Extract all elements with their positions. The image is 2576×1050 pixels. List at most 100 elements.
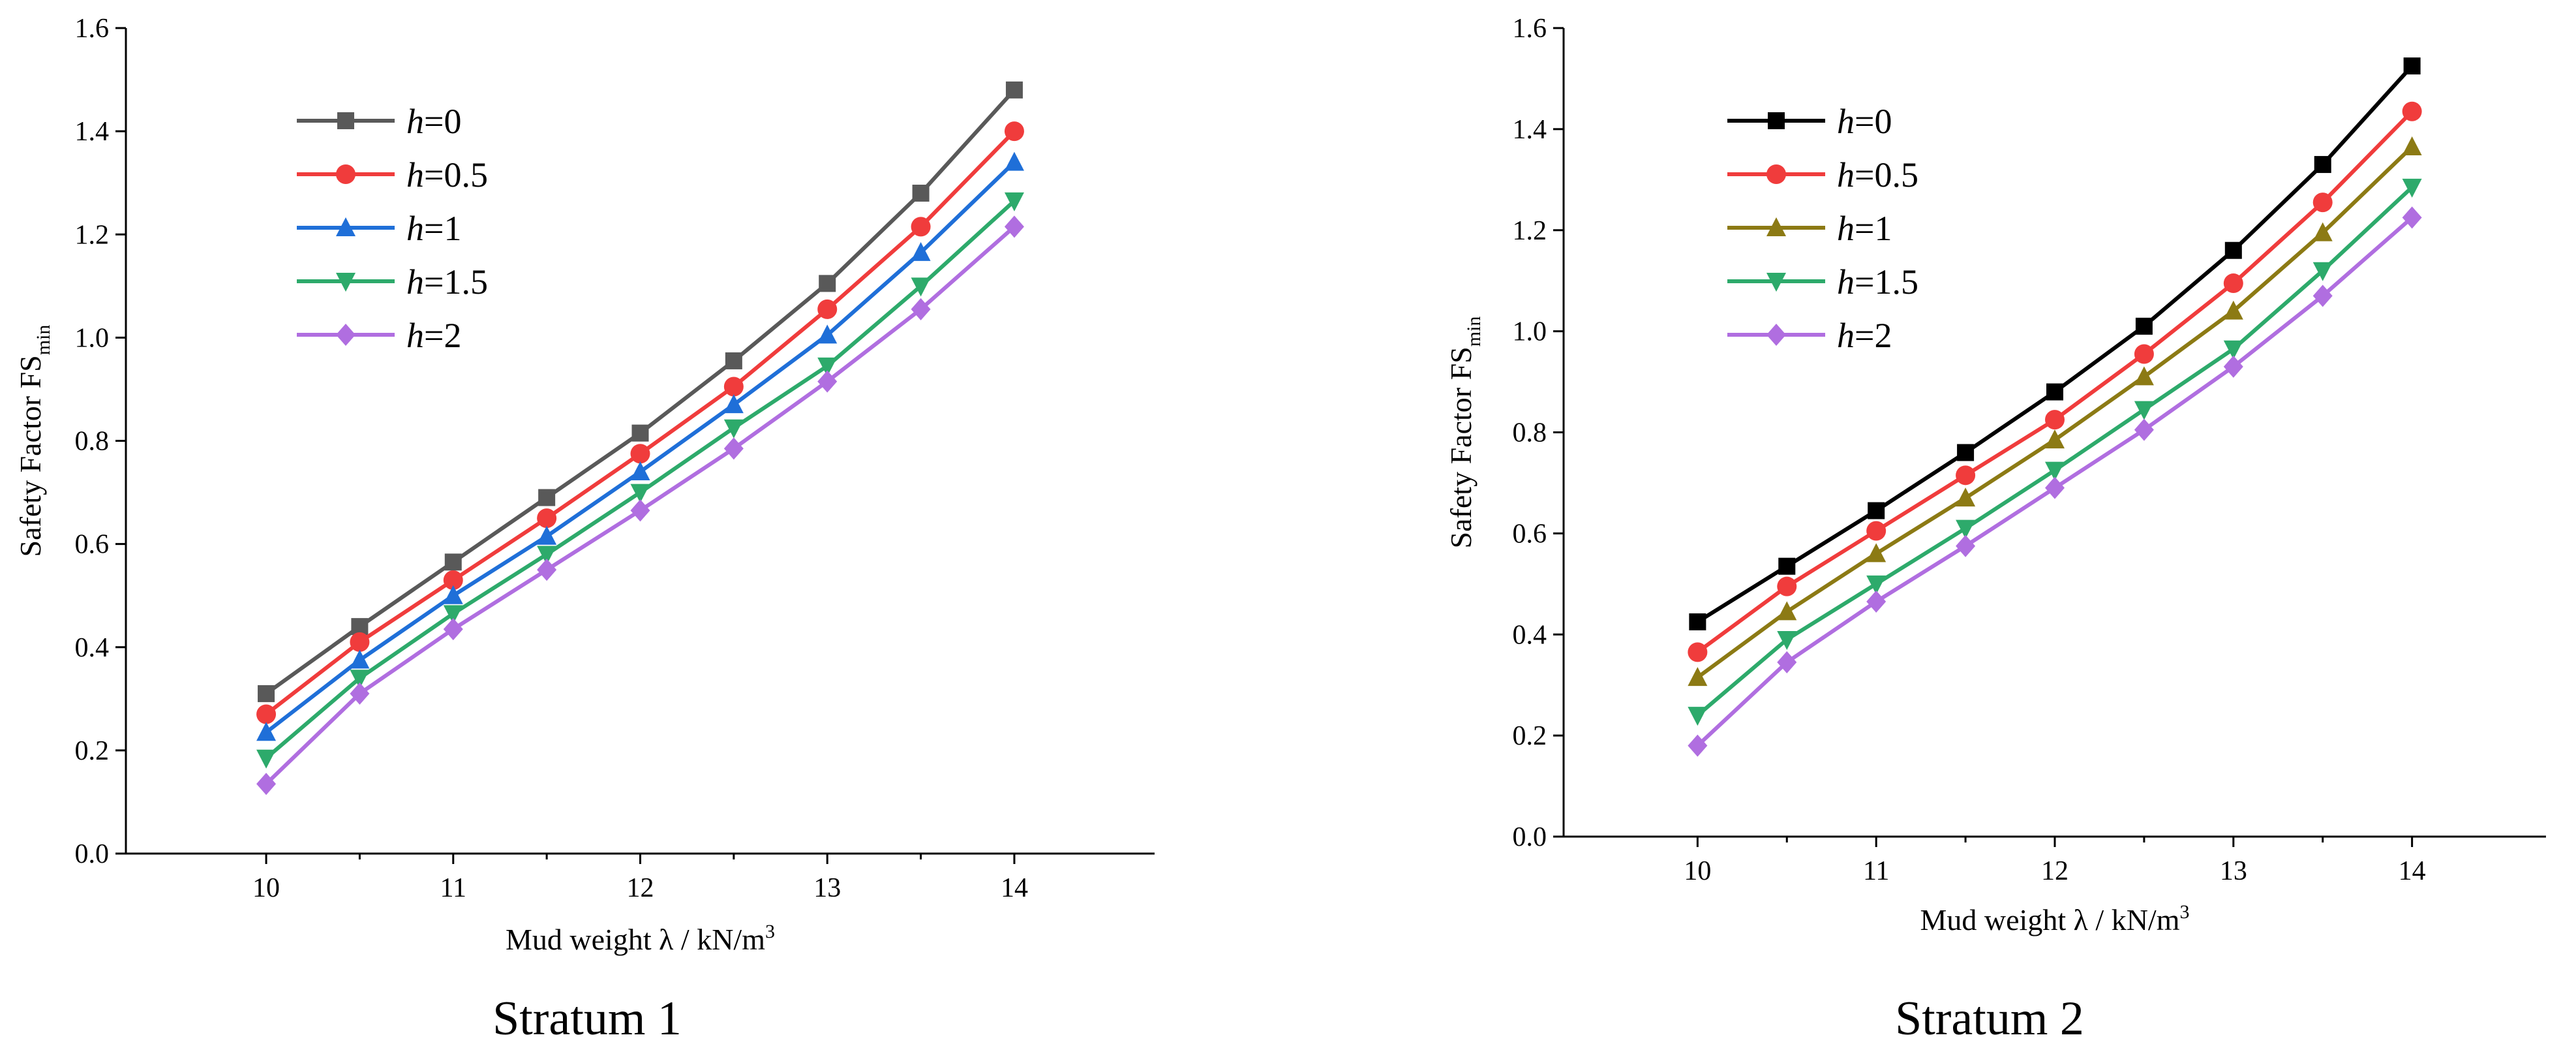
y-tick-label: 1.2	[75, 220, 110, 250]
data-point	[1777, 651, 1797, 673]
x-axis-title-superscript: 3	[2179, 901, 2189, 923]
data-point	[817, 370, 838, 393]
data-point	[350, 632, 370, 652]
data-point	[1777, 630, 1797, 650]
legend-marker	[336, 324, 356, 346]
data-point	[1866, 590, 1887, 613]
series-5	[1688, 206, 2422, 757]
data-point	[2312, 193, 2333, 213]
x-tick-label: 12	[2041, 856, 2068, 886]
legend-marker	[1766, 324, 1786, 346]
legend-marker	[336, 217, 356, 236]
legend-item: h=0	[297, 102, 461, 141]
x-tick-label: 11	[440, 873, 466, 903]
data-point	[2312, 222, 2333, 241]
legend-label-value: =0	[424, 102, 461, 141]
data-point	[2045, 410, 2065, 430]
data-point	[817, 357, 838, 377]
data-point	[444, 553, 462, 571]
legend-label-variable: h	[1837, 155, 1855, 194]
series-2	[256, 121, 1024, 724]
data-point	[723, 419, 744, 439]
data-point	[350, 649, 370, 669]
y-tick-label: 1.4	[75, 117, 110, 147]
data-point	[1866, 521, 1887, 541]
y-tick-label: 1.0	[75, 323, 110, 353]
legend-marker	[336, 164, 356, 184]
data-point	[2046, 383, 2063, 401]
y-tick-label: 0.4	[1513, 620, 1547, 650]
data-point	[2314, 156, 2331, 174]
legend-item: h=1.5	[297, 262, 488, 301]
series-line	[1696, 185, 2414, 717]
x-axis-title-text: Mud weight λ / kN/m	[1920, 903, 2180, 936]
legend-label-value: =2	[424, 316, 461, 355]
chart-panel-2: 0.0 0.2 0.4 0.6 0.8 1.0 1.2 1.4 1.6 10 11 12 13 14 Mud…	[1444, 14, 2546, 1045]
y-tick-label: 0.2	[1513, 721, 1547, 751]
data-point	[350, 670, 370, 689]
data-point	[443, 585, 463, 604]
x-tick-label: 11	[1863, 856, 1889, 886]
data-point	[911, 298, 931, 320]
legend-label: h=2	[406, 316, 461, 355]
data-point	[2224, 241, 2242, 259]
legend-marker	[337, 112, 354, 129]
data-point	[1957, 444, 1975, 461]
data-point	[1778, 557, 1796, 575]
legend-item: h=0.5	[297, 155, 488, 194]
data-point	[2134, 344, 2154, 364]
y-tick-label: 0.2	[75, 736, 110, 766]
data-point	[630, 461, 650, 480]
data-point	[1956, 487, 1976, 507]
series-4	[256, 192, 1024, 769]
y-axis-title-subscript: min	[1463, 317, 1485, 347]
series-line	[265, 130, 1016, 716]
legend-label-variable: h	[1837, 209, 1855, 248]
data-point	[2402, 178, 2422, 198]
data-point	[819, 275, 836, 292]
legend-label: h=0.5	[406, 155, 488, 194]
chart-caption: Stratum 1	[492, 992, 682, 1045]
legend-label: h=1	[1837, 209, 1892, 248]
data-point	[723, 437, 744, 460]
data-point	[912, 185, 930, 202]
data-point	[911, 277, 931, 297]
legend-label: h=0	[1837, 102, 1892, 141]
legend-label-value: =0	[1855, 102, 1892, 141]
y-tick-label: 0.6	[1513, 519, 1547, 549]
legend-marker	[1766, 273, 1786, 292]
data-point	[1004, 121, 1024, 142]
x-tick-label: 14	[2399, 856, 2426, 886]
legend-label: h=1	[406, 209, 461, 248]
y-tick-label: 1.0	[1513, 317, 1547, 347]
x-tick-label: 13	[2220, 856, 2247, 886]
series-line	[265, 88, 1016, 696]
legend-label-value: =0.5	[1855, 155, 1918, 194]
x-tick-label: 10	[252, 873, 280, 903]
legend-label-value: =2	[1855, 316, 1892, 355]
y-tick-label: 0.4	[75, 633, 110, 663]
data-point	[630, 444, 650, 464]
data-point	[2045, 429, 2065, 449]
data-point	[817, 324, 838, 344]
y-tick-label: 1.6	[75, 14, 110, 44]
data-point	[351, 618, 369, 636]
data-point	[538, 489, 556, 506]
data-point	[1956, 465, 1976, 486]
series-4	[1688, 178, 2422, 726]
data-point	[1688, 667, 1708, 687]
data-point	[2134, 366, 2154, 386]
y-axis-title: Safety Factor FSmin	[1444, 317, 1485, 549]
data-point	[2402, 136, 2422, 155]
data-point	[1005, 81, 1023, 99]
series-3	[256, 151, 1024, 741]
data-point	[537, 559, 557, 581]
data-point	[911, 241, 931, 261]
data-point	[911, 217, 931, 237]
x-axis-title-text: Mud weight λ / kN/m	[506, 923, 765, 956]
x-tick-label: 14	[1001, 873, 1028, 903]
y-axis-title: Safety Factor FSmin	[14, 325, 54, 557]
data-point	[256, 722, 277, 741]
data-point	[2402, 206, 2422, 229]
